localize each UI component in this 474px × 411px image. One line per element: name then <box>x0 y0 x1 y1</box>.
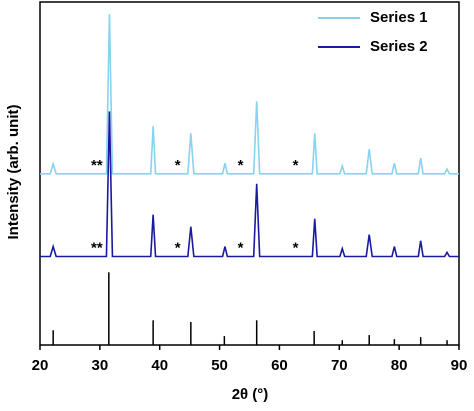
annotation: * <box>175 240 181 257</box>
x-tick-label: 80 <box>391 357 408 374</box>
x-tick-label: 30 <box>92 357 109 374</box>
annotation: * <box>293 240 299 257</box>
x-tick-label: 50 <box>211 357 228 374</box>
legend-label: Series 2 <box>370 38 428 55</box>
x-tick-label: 90 <box>451 357 468 374</box>
x-tick-label: 40 <box>151 357 168 374</box>
series-line <box>40 13 459 175</box>
annotation: * <box>238 240 244 257</box>
x-axis-label: 2θ (°) <box>232 386 269 403</box>
x-tick-label: 60 <box>271 357 288 374</box>
y-axis-label: Intensity (arb. unit) <box>5 104 22 239</box>
x-tick-label: 20 <box>32 357 49 374</box>
annotation: * <box>175 157 181 174</box>
legend-label: Series 1 <box>370 9 428 26</box>
annotation: ** <box>91 240 103 257</box>
annotation: ** <box>91 157 103 174</box>
annotation: * <box>238 157 244 174</box>
annotation: * <box>293 157 299 174</box>
x-tick-label: 70 <box>331 357 348 374</box>
series-line <box>40 111 459 258</box>
